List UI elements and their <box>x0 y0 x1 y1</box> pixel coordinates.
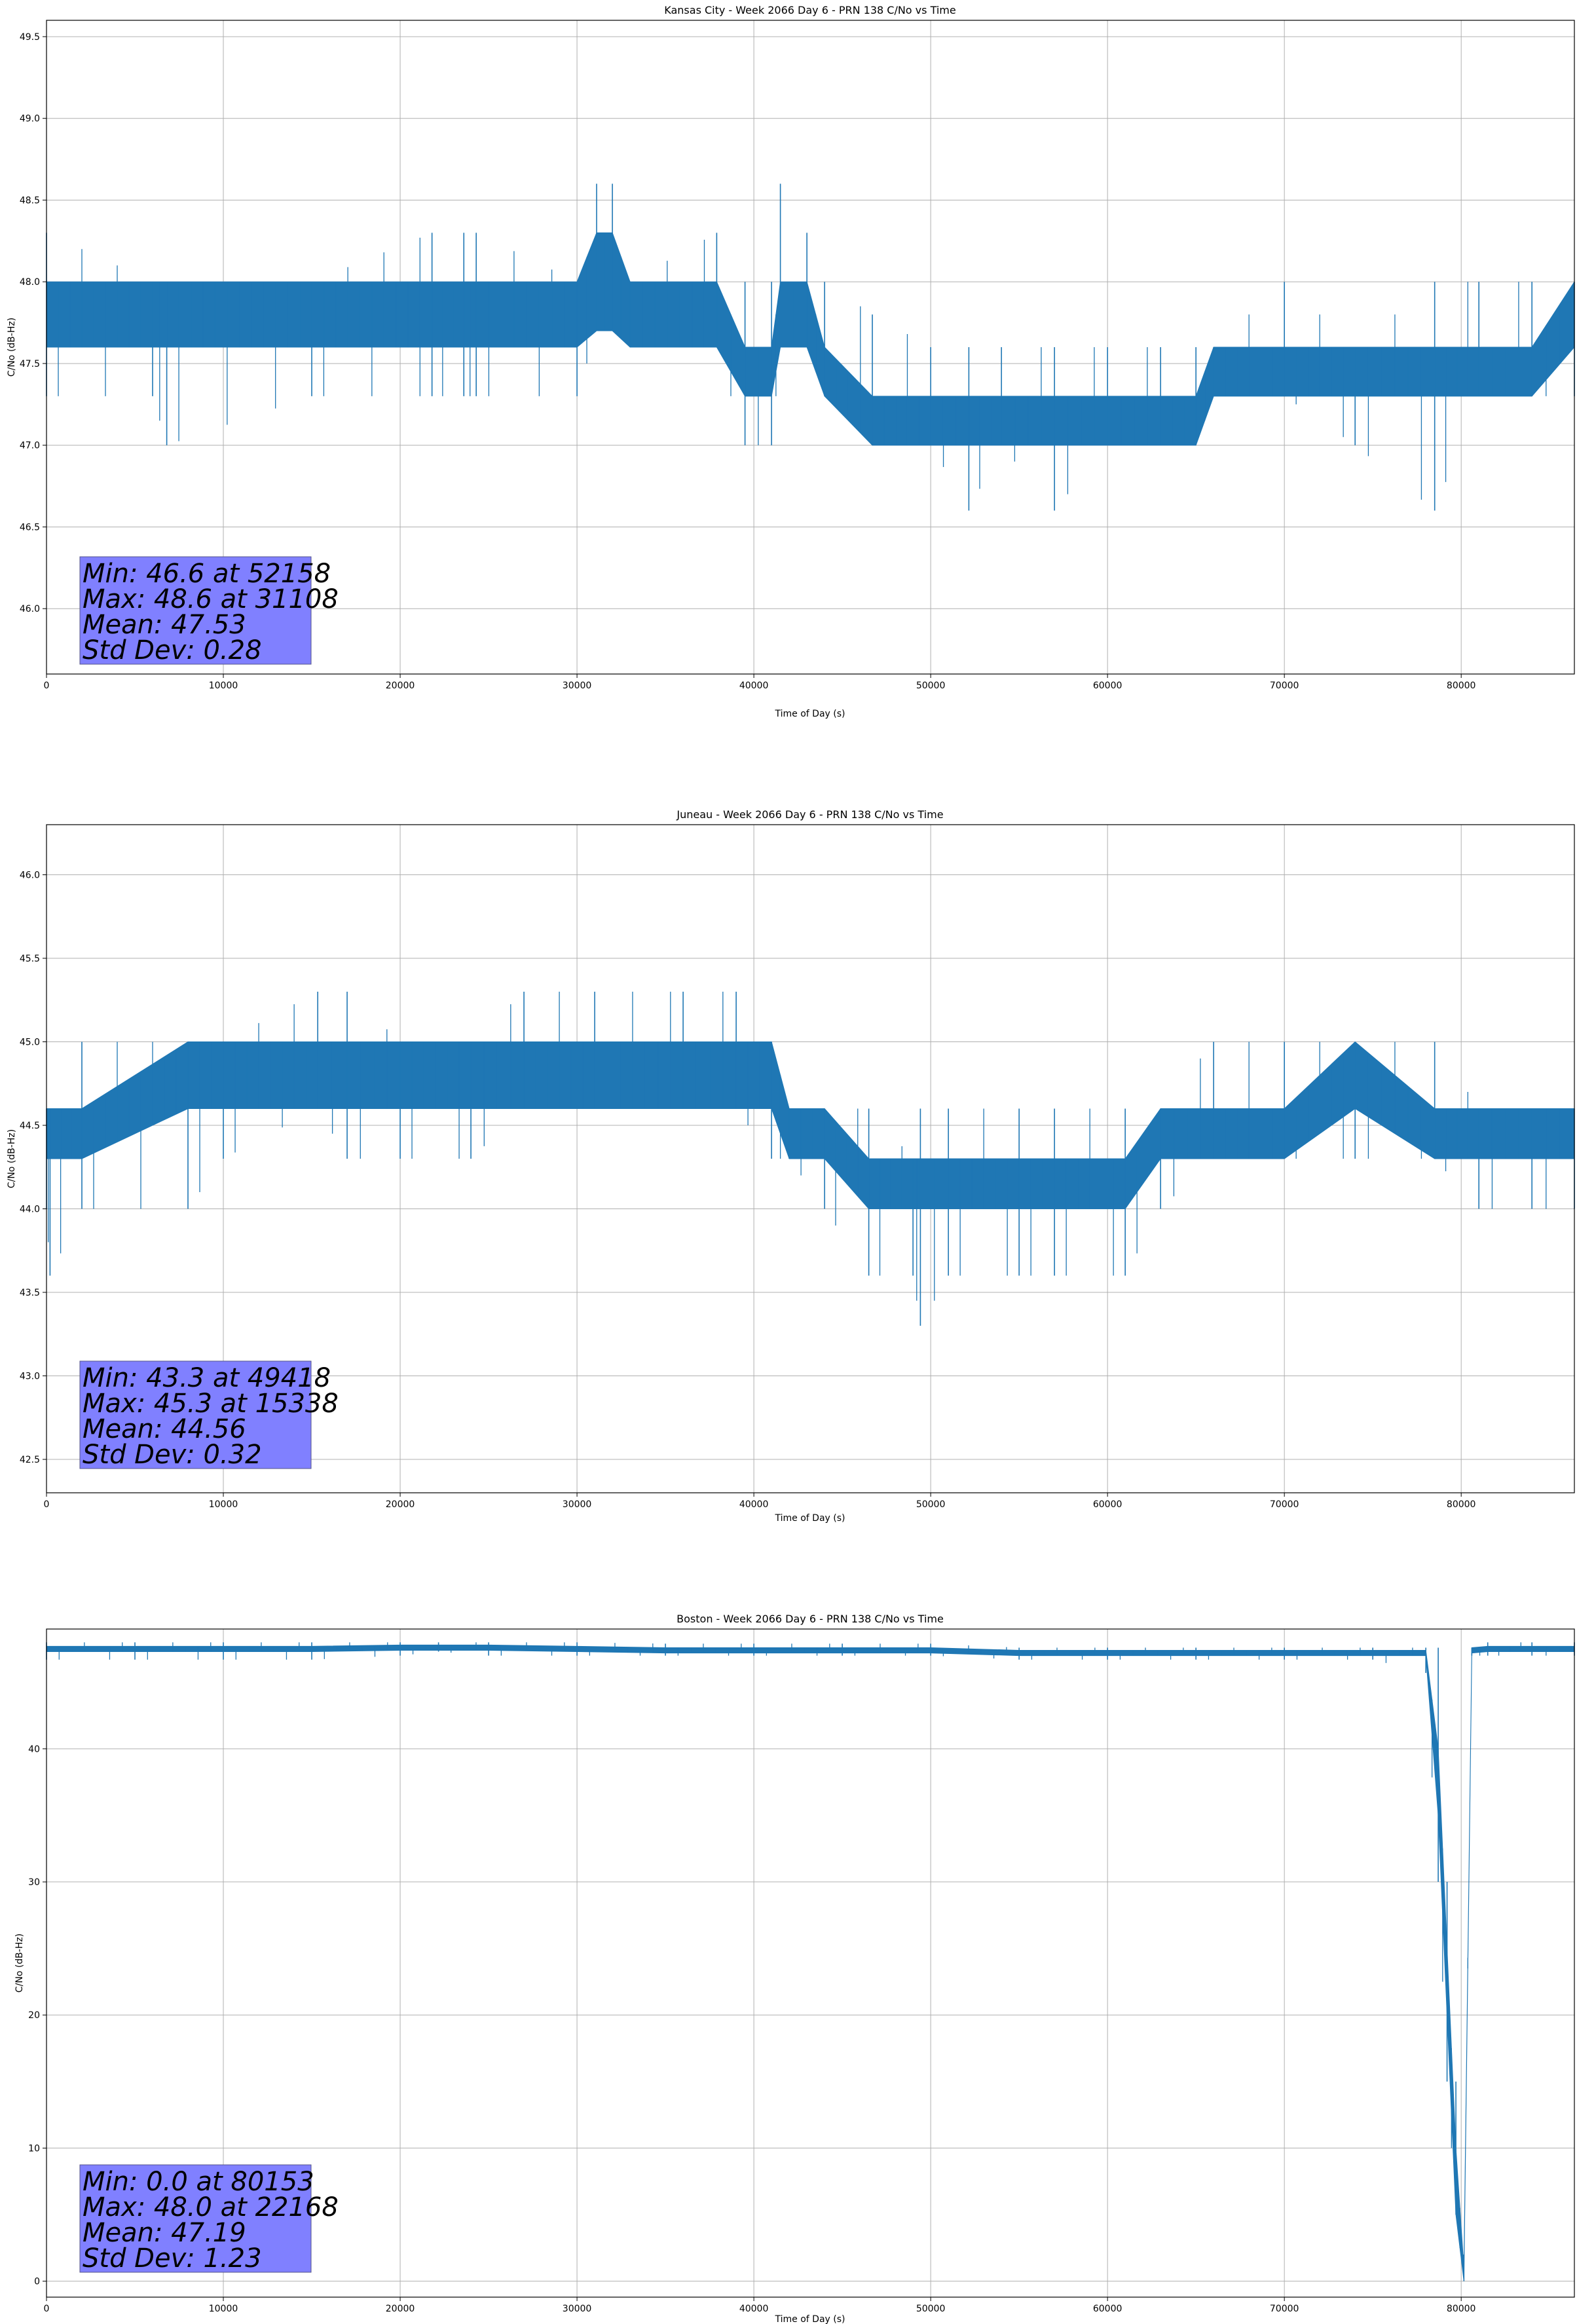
x-tick-label: 30000 <box>563 1499 592 1510</box>
plot-frame <box>46 1628 1575 2298</box>
x-axis-ticks: 0 10000 20000 30000 40000 50000 60000 70000 8000… <box>44 1493 1476 1510</box>
y-tick-label: 42.5 <box>20 1455 40 1465</box>
x-tick-label: 20000 <box>386 681 415 691</box>
data-spikes <box>46 992 1575 1326</box>
x-axis-ticks: 0 10000 20000 30000 40000 50000 60000 70000 8000… <box>44 2297 1476 2314</box>
chart-title: Boston - Week 2066 Day 6 - PRN 138 C/No … <box>677 1613 944 1625</box>
x-tick-label: 30000 <box>563 2304 592 2314</box>
y-tick-label: 43.5 <box>20 1288 40 1298</box>
y-tick-label: 47.5 <box>20 359 40 369</box>
y-tick-label: 20 <box>28 2010 40 2021</box>
chart-title: Juneau - Week 2066 Day 6 - PRN 138 C/No … <box>676 808 943 821</box>
x-tick-label: 80000 <box>1447 681 1476 691</box>
stats-max: Max: 48.6 at 31108 <box>83 584 339 614</box>
x-tick-label: 50000 <box>916 681 946 691</box>
y-tick-label: 44.0 <box>20 1205 40 1215</box>
plot-frame <box>46 20 1575 675</box>
x-axis-label: Time of Day (s) <box>775 1513 845 1524</box>
y-tick-label: 45.5 <box>20 954 40 964</box>
stats-min: Min: 43.3 at 49418 <box>83 1363 331 1393</box>
x-tick-label: 80000 <box>1447 1499 1476 1510</box>
y-tick-label: 0 <box>34 2277 40 2287</box>
x-tick-label: 30000 <box>563 681 592 691</box>
x-axis-ticks: 0 10000 20000 30000 40000 50000 60000 70000 8000… <box>44 674 1476 691</box>
y-tick-label: 46.0 <box>20 604 40 614</box>
stats-std-dev: Std Dev: 1.23 <box>83 2243 262 2274</box>
y-tick-label: 30 <box>28 1877 40 1888</box>
stats-min: Min: 46.6 at 52158 <box>83 559 331 589</box>
y-tick-label: 43.0 <box>20 1372 40 1382</box>
x-axis-label: Time of Day (s) <box>775 709 845 719</box>
data-spikes <box>46 183 1575 511</box>
x-tick-label: 70000 <box>1270 681 1299 691</box>
x-tick-label: 0 <box>44 681 50 691</box>
x-tick-label: 10000 <box>209 681 238 691</box>
y-tick-label: 46.5 <box>20 522 40 533</box>
x-axis-label: Time of Day (s) <box>775 2314 845 2324</box>
x-tick-label: 50000 <box>916 2304 946 2314</box>
stats-max: Max: 48.0 at 22168 <box>83 2192 339 2222</box>
chart-juneau: Juneau - Week 2066 Day 6 - PRN 138 C/No … <box>7 808 1575 1524</box>
y-axis-label: C/No (dB-Hz) <box>14 1934 25 1993</box>
y-tick-label: 46.0 <box>20 871 40 881</box>
x-tick-label: 60000 <box>1093 681 1122 691</box>
stats-max: Max: 45.3 at 15338 <box>83 1389 339 1419</box>
x-tick-label: 50000 <box>916 1499 946 1510</box>
stats-std-dev: Std Dev: 0.32 <box>83 1440 262 1470</box>
y-axis-ticks: 0 10 20 30 40 <box>28 1744 46 2287</box>
x-tick-label: 20000 <box>386 2304 415 2314</box>
x-tick-label: 0 <box>44 2304 50 2314</box>
x-tick-label: 20000 <box>386 1499 415 1510</box>
x-tick-label: 10000 <box>209 2304 238 2314</box>
y-tick-label: 47.0 <box>20 441 40 451</box>
x-tick-label: 70000 <box>1270 1499 1299 1510</box>
y-axis-ticks: 42.5 43.0 43.5 44.0 44.5 45.0 45.5 46.0 <box>20 871 46 1465</box>
stats-mean: Mean: 44.56 <box>83 1414 246 1444</box>
stats-box: Min: 43.3 at 49418 Max: 45.3 at 15338 Me… <box>79 1360 339 1470</box>
y-tick-label: 10 <box>28 2143 40 2154</box>
x-tick-label: 60000 <box>1093 1499 1122 1510</box>
y-axis-label: C/No (dB-Hz) <box>7 1129 17 1188</box>
data-spikes <box>46 1642 1575 2281</box>
stats-mean: Mean: 47.19 <box>83 2218 246 2248</box>
stats-std-dev: Std Dev: 0.28 <box>83 635 262 665</box>
stats-box: Min: 0.0 at 80153 Max: 48.0 at 22168 Mea… <box>79 2164 339 2274</box>
stats-min: Min: 0.0 at 80153 <box>83 2167 314 2197</box>
y-tick-label: 48.0 <box>20 277 40 288</box>
y-tick-label: 49.0 <box>20 114 40 124</box>
x-tick-label: 60000 <box>1093 2304 1122 2314</box>
y-tick-label: 49.5 <box>20 32 40 43</box>
x-tick-label: 70000 <box>1270 2304 1299 2314</box>
y-tick-label: 40 <box>28 1744 40 1755</box>
chart-kansas-city: Kansas City - Week 2066 Day 6 - PRN 138 … <box>7 4 1575 719</box>
y-tick-label: 45.0 <box>20 1038 40 1048</box>
x-tick-label: 40000 <box>739 1499 769 1510</box>
y-tick-label: 44.5 <box>20 1121 40 1131</box>
plot-frame <box>46 824 1575 1493</box>
stats-box-background <box>79 1360 312 1469</box>
chart-boston: Boston - Week 2066 Day 6 - PRN 138 C/No … <box>14 1613 1575 2324</box>
stats-box-background <box>79 2164 312 2273</box>
y-axis-ticks: 46.0 46.5 47.0 47.5 48.0 48.5 49.0 49.5 <box>20 32 46 614</box>
stats-mean: Mean: 47.53 <box>83 610 246 640</box>
x-tick-label: 40000 <box>739 2304 769 2314</box>
stats-box-background <box>79 556 312 665</box>
chart-title: Kansas City - Week 2066 Day 6 - PRN 138 … <box>664 4 955 16</box>
x-tick-label: 10000 <box>209 1499 238 1510</box>
y-tick-label: 48.5 <box>20 195 40 206</box>
stats-box: Min: 46.6 at 52158 Max: 48.6 at 31108 Me… <box>79 556 339 665</box>
x-tick-label: 40000 <box>739 681 769 691</box>
x-tick-label: 0 <box>44 1499 50 1510</box>
y-axis-label: C/No (dB-Hz) <box>7 318 17 377</box>
x-tick-label: 80000 <box>1447 2304 1476 2314</box>
